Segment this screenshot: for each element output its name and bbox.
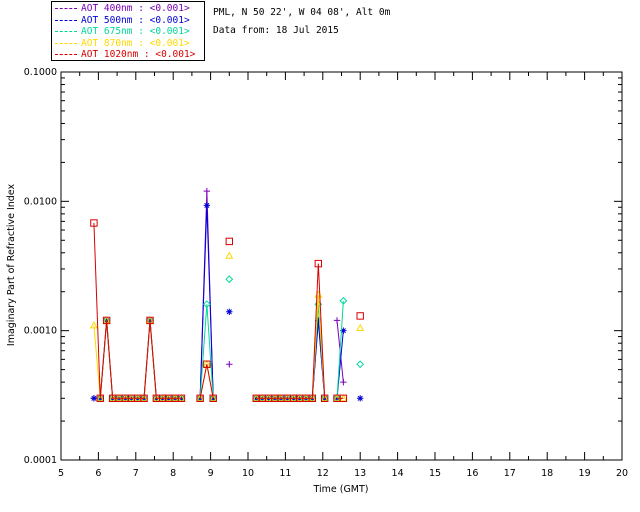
y-axis-label: Imaginary Part of Refractive Index	[6, 184, 17, 347]
data-point	[315, 317, 322, 324]
series-line	[93, 222, 182, 399]
legend-swatch	[55, 42, 77, 44]
data-point	[225, 275, 234, 284]
data-point	[226, 308, 233, 315]
data-point	[320, 394, 329, 402]
data-point	[196, 394, 204, 402]
data-point	[196, 394, 205, 402]
legend-swatch	[55, 31, 77, 33]
data-point	[203, 360, 211, 368]
data-point	[340, 327, 347, 334]
legend-swatch	[55, 19, 77, 21]
legend-label: AOT 500nm : <0.001>	[81, 14, 190, 26]
data-point	[146, 316, 154, 325]
data-point	[357, 395, 364, 402]
legend-label: AOT 400nm : <0.001>	[81, 3, 190, 14]
series-4	[89, 251, 365, 402]
data-point	[320, 394, 329, 402]
data-point	[339, 394, 348, 402]
data-point	[225, 237, 234, 246]
data-point	[339, 296, 348, 305]
data-point	[209, 394, 217, 402]
y-tick-label: 0.0100	[24, 196, 57, 207]
data-point	[96, 394, 104, 402]
data-point	[90, 219, 98, 227]
data-date-text: Data from: 18 Jul 2015	[213, 25, 339, 36]
data-point	[102, 316, 111, 325]
x-tick-label: 16	[466, 468, 478, 479]
series-line	[336, 300, 344, 399]
y-tick-label: 0.0001	[24, 455, 57, 466]
x-tick-label: 14	[392, 468, 404, 479]
x-tick-label: 13	[354, 468, 366, 479]
data-point	[90, 395, 98, 402]
data-point	[203, 202, 211, 209]
data-point	[314, 259, 323, 268]
x-tick-label: 11	[279, 468, 291, 479]
x-tick-label: 15	[429, 468, 441, 479]
x-tick-label: 5	[58, 468, 64, 479]
data-point	[140, 394, 148, 402]
series-line	[99, 320, 182, 399]
data-point	[96, 394, 105, 402]
series-5	[90, 219, 364, 402]
series-line	[199, 304, 214, 399]
legend-label: AOT 675nm : <0.001>	[81, 26, 190, 38]
legend-label: AOT 870nm : <0.001>	[81, 37, 190, 49]
x-tick-label: 10	[242, 468, 254, 479]
data-point	[203, 187, 211, 195]
data-point	[308, 394, 317, 402]
x-tick-label: 6	[95, 468, 101, 479]
data-point	[202, 300, 211, 309]
legend-label: AOT 1020nm : <0.001>	[81, 49, 196, 61]
y-tick-label: 0.1000	[24, 67, 57, 78]
x-tick-label: 17	[504, 468, 516, 479]
data-point	[89, 321, 98, 329]
data-point	[356, 360, 365, 369]
data-point	[177, 394, 186, 402]
data-point	[226, 361, 233, 368]
series-line	[199, 364, 214, 399]
legend-swatch	[55, 8, 77, 9]
data-point	[333, 317, 341, 324]
legend-swatch	[55, 54, 77, 56]
data-point	[356, 323, 365, 331]
x-tick-label: 9	[208, 468, 214, 479]
site-location-text: PML, N 50 22', W 04 08', Alt 0m	[213, 7, 391, 18]
x-tick-label: 7	[133, 468, 139, 479]
x-tick-label: 12	[317, 468, 329, 479]
series-1	[90, 187, 347, 402]
plot-series	[89, 187, 365, 403]
data-point	[225, 251, 234, 259]
x-tick-label: 8	[170, 468, 176, 479]
y-tick-label: 0.0010	[24, 326, 57, 337]
data-point	[340, 378, 347, 386]
legend: AOT 400nm : <0.001> AOT 500nm : <0.001> AO…	[51, 1, 205, 61]
series-line	[256, 263, 326, 399]
x-tick-label: 18	[541, 468, 553, 479]
x-tick-label: 20	[616, 468, 628, 479]
data-point	[356, 312, 364, 320]
x-axis-label: Time (GMT)	[312, 484, 368, 495]
x-tick-label: 19	[579, 468, 591, 479]
plot-axes: 5 6 7 8 9 10 11 12 13 14 15 16 17 18 19 20 0.0001 0.0010 0…	[24, 67, 628, 479]
data-point	[209, 394, 218, 402]
